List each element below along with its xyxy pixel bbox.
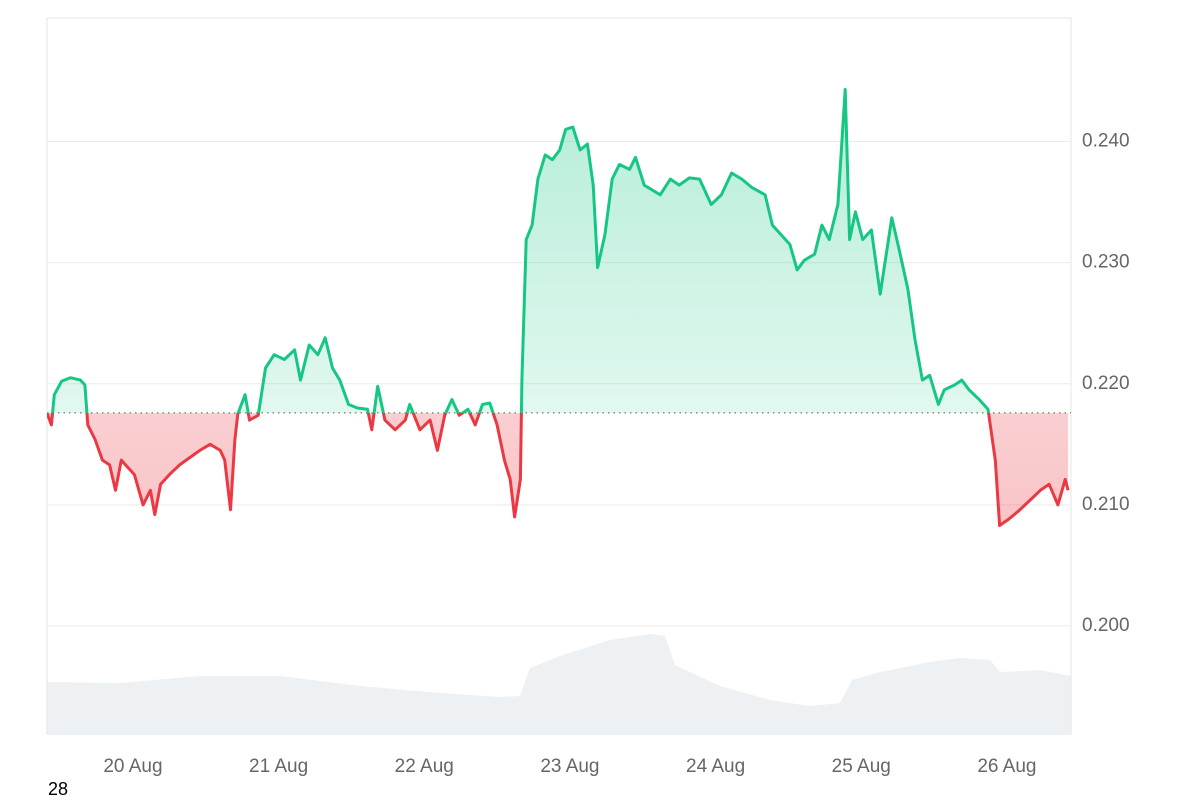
price-line-up	[47, 88, 991, 413]
x-tick-label: 25 Aug	[832, 756, 891, 777]
x-tick-label: 24 Aug	[686, 756, 745, 777]
area-down	[47, 412, 1069, 526]
y-tick-label: 0.210	[1082, 494, 1130, 515]
x-tick-label: 22 Aug	[395, 756, 454, 777]
y-tick-label: 0.220	[1082, 373, 1130, 394]
x-tick-label: 21 Aug	[249, 756, 308, 777]
price-line-down	[47, 412, 1070, 527]
footnote: 28	[48, 779, 68, 799]
plot-border	[46, 17, 1072, 735]
y-tick-label: 0.240	[1082, 131, 1130, 152]
x-tick-label: 23 Aug	[540, 756, 599, 777]
x-tick-label: 26 Aug	[977, 756, 1036, 777]
volume-area	[47, 634, 1071, 735]
y-tick-label: 0.200	[1082, 615, 1130, 636]
area-up	[47, 89, 1069, 413]
y-tick-label: 0.230	[1082, 252, 1130, 273]
x-tick-label: 20 Aug	[103, 756, 162, 777]
